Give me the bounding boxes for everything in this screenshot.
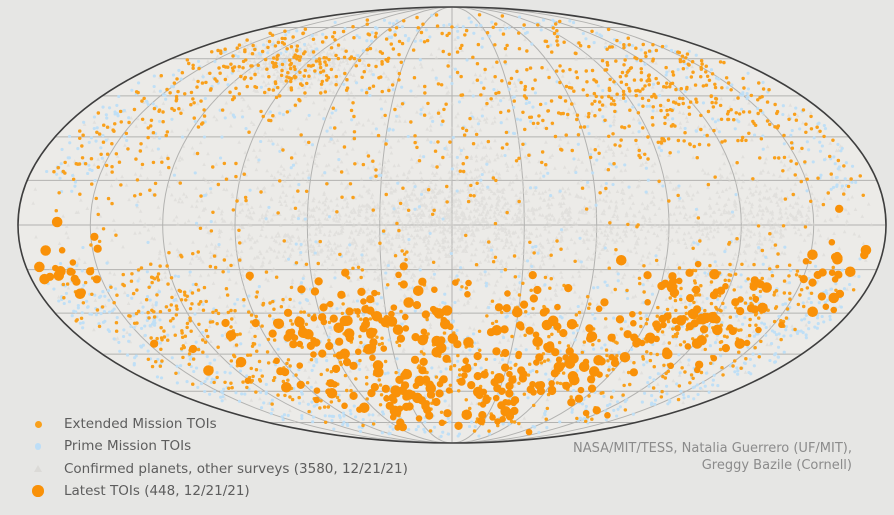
legend-label: Prime Mission TOIs bbox=[64, 438, 192, 455]
legend-label: Latest TOIs (448, 12/21/21) bbox=[64, 483, 250, 500]
legend-item-extended-tois: Extended Mission TOIs bbox=[26, 413, 408, 435]
prime-tois-marker-icon bbox=[34, 443, 42, 450]
legend-item-latest-tois: Latest TOIs (448, 12/21/21) bbox=[26, 480, 408, 502]
legend-item-prime-tois: Prime Mission TOIs bbox=[26, 435, 408, 457]
legend-item-confirmed-planets: Confirmed planets, other surveys (3580, … bbox=[26, 458, 408, 480]
attribution-line-2: Greggy Bazile (Cornell) bbox=[701, 457, 852, 473]
attribution-line-1: NASA/MIT/TESS, Natalia Guerrero (UF/MIT)… bbox=[572, 441, 852, 456]
attribution-text: NASA/MIT/TESS, Natalia Guerrero (UF/MIT)… bbox=[573, 441, 852, 474]
confirmed-planets-marker-icon bbox=[34, 465, 42, 473]
legend-label: Extended Mission TOIs bbox=[64, 416, 217, 433]
legend-label: Confirmed planets, other surveys (3580, … bbox=[64, 460, 408, 477]
legend: Extended Mission TOIs Prime Mission TOIs… bbox=[26, 413, 408, 502]
extended-tois-marker-icon bbox=[34, 420, 42, 428]
latest-tois-marker-icon bbox=[32, 485, 44, 497]
